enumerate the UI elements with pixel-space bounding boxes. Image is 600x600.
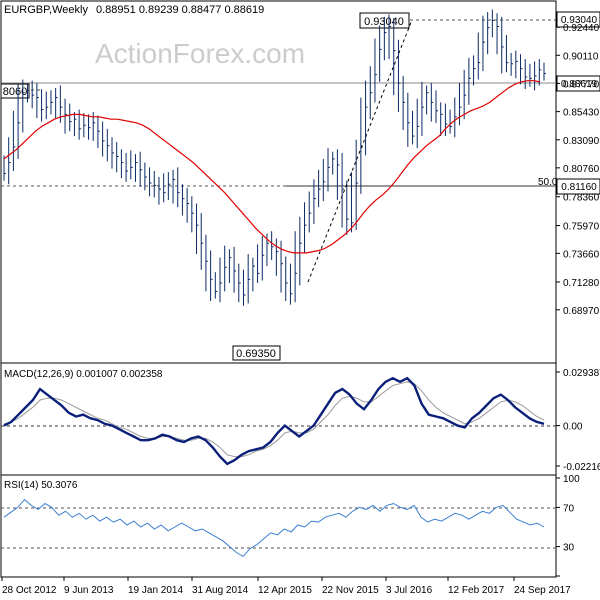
watermark: ActionForex.com [95,38,305,69]
rsi-y-tick-label: 70 [563,503,575,514]
x-tick-label: 9 Jun 2013 [64,585,114,596]
macd-y-tick-label: 0.00 [563,422,583,433]
macd-y-tick-label: 0.029387 [563,368,600,379]
price-y-tick-label: 0.85430 [563,108,600,119]
x-tick-label: 31 Aug 2014 [192,585,249,596]
symbol-timeframe: EURGBP,Weekly [4,4,88,16]
fib-tag [556,178,600,195]
rsi-panel-frame [0,474,557,578]
rsi-y-tick-label: 100 [563,474,580,485]
price-bars [3,9,546,306]
low-box-label: 0.69350 [236,348,276,360]
rsi-line [3,498,545,558]
rsi-title: RSI(14) 50.3076 [4,480,78,491]
left-box-label: 8060 [3,86,27,98]
macd-y-axis: 0.029387 0.00 -0.022161 [556,368,600,473]
price-y-tick-label: 0.73660 [563,249,600,260]
price-y-tick-label: 0.92440 [563,23,600,34]
x-tick-label: 3 Jul 2016 [386,585,433,596]
price-y-tick-label: 0.78360 [563,193,600,204]
rsi-y-tick-label: 30 [563,543,575,554]
fib-label: 50.0 [538,177,558,188]
last-price-label: 0.88619 [561,79,598,90]
x-tick-label: 22 Nov 2015 [322,585,379,596]
x-tick-label: 28 Oct 2012 [2,585,57,596]
price-y-tick-label: 0.75970 [563,222,600,233]
price-y-axis: 0.92440 0.90110 0.87770 0.85430 0.83090 0.807… [556,23,600,317]
low-box [232,345,281,361]
macd-title: MACD(12,26,9) 0.001007 0.002358 [4,369,163,380]
price-y-tick-label: 0.90110 [563,51,599,62]
moving-average-line [3,80,541,254]
macd-signal-line [3,381,545,458]
x-tick-label: 19 Jan 2014 [128,585,183,596]
high-tag-label: 0.93040 [561,15,598,26]
ohlc-values: 0.88951 0.89239 0.88477 0.88619 [96,4,264,16]
price-y-tick-label: 0.80760 [563,164,600,175]
macd-y-tick-label: -0.022161 [563,462,600,473]
macd-line [3,376,545,466]
price-y-tick-label: 0.83090 [563,136,600,147]
high-tag [556,11,600,28]
rsi-y-axis: 100 70 30 [556,474,580,577]
price-y-tick-label: 0.68970 [563,306,600,317]
fib-tag-label: 0.81160 [561,182,597,193]
x-tick-label: 24 Sep 2017 [514,585,571,596]
price-y-tick-label: 0.87770 [563,79,600,90]
price-y-tick-label: 0.71280 [563,278,600,289]
x-axis: 28 Oct 2012 9 Jun 2013 19 Jan 2014 31 Aug 2… [1,577,571,596]
x-tick-label: 12 Apr 2015 [258,585,312,596]
left-box [0,83,30,99]
trendline [307,19,413,283]
x-tick-label: 12 Feb 2017 [448,585,505,596]
